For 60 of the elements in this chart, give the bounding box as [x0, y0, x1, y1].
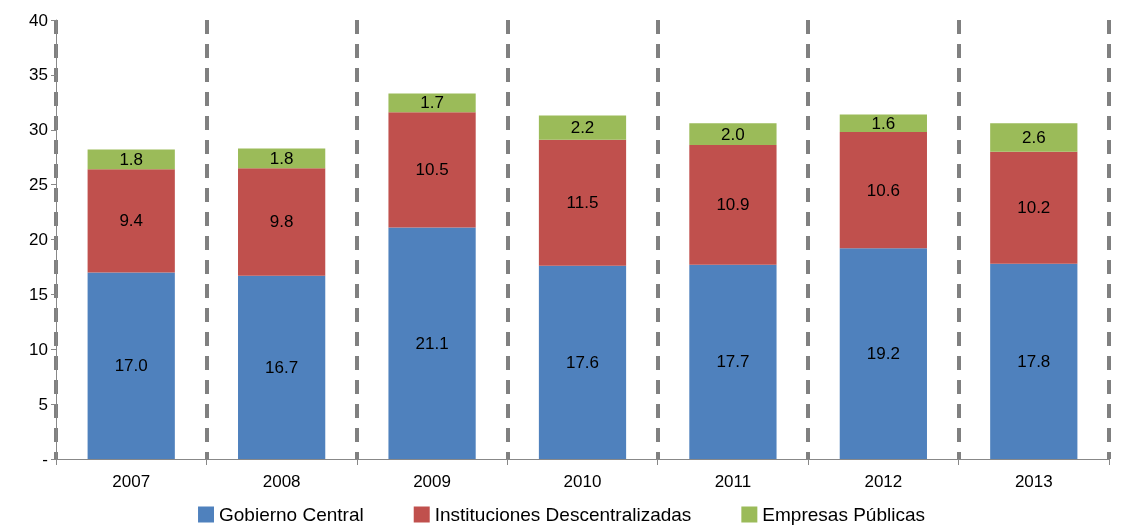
- data-label: 17.0: [114, 356, 148, 376]
- bar: [538, 265, 627, 459]
- x-tick-label: 2010: [563, 472, 602, 491]
- data-label: 2.0: [721, 124, 745, 144]
- data-label: 19.2: [866, 344, 900, 364]
- y-tick-label: -: [42, 449, 48, 469]
- bar: [689, 123, 777, 146]
- data-label: 9.4: [119, 211, 144, 231]
- data-label: 21.1: [415, 333, 449, 353]
- x-tick-label: 2009: [413, 472, 451, 491]
- y-tick-label: 5: [38, 394, 48, 414]
- bar: [238, 148, 326, 169]
- data-label: 10.9: [716, 195, 750, 215]
- bar: [87, 169, 175, 273]
- data-label: 17.6: [565, 352, 600, 372]
- data-label: 17.8: [1017, 351, 1051, 371]
- data-label: 1.6: [871, 113, 896, 133]
- data-label: 10.2: [1017, 198, 1051, 218]
- x-tick-label: 2007: [112, 472, 151, 491]
- bar: [839, 248, 927, 459]
- x-tick-label: 2011: [714, 472, 752, 491]
- bar: [990, 151, 1078, 264]
- y-tick-label: 30: [29, 120, 48, 140]
- bar: [87, 272, 175, 459]
- data-label: 10.5: [415, 160, 449, 180]
- bar: [388, 93, 476, 113]
- bar: [839, 114, 927, 132]
- y-tick-label: 15: [29, 284, 48, 304]
- x-tick-label: 2012: [864, 472, 903, 491]
- y-tick-label: 10: [29, 339, 48, 359]
- bar: [839, 131, 927, 249]
- data-label: 1.8: [119, 149, 144, 169]
- bar: [990, 263, 1078, 459]
- bar: [689, 264, 777, 459]
- bar: [388, 112, 476, 228]
- legend-label: Gobierno Central: [219, 504, 364, 525]
- bar: [238, 275, 326, 459]
- data-label: 2.6: [1021, 127, 1046, 147]
- y-tick-label: 40: [29, 10, 48, 30]
- legend-label: Empresas Públicas: [762, 504, 925, 525]
- data-label: 1.8: [269, 148, 294, 168]
- data-label: 10.6: [866, 180, 900, 200]
- y-tick-label: 20: [29, 230, 48, 249]
- data-label: 1.7: [420, 93, 444, 113]
- bar: [538, 115, 627, 140]
- bar: [538, 139, 627, 266]
- y-tick-label: 35: [29, 65, 48, 85]
- data-label: 9.8: [269, 212, 294, 232]
- y-tick-label: 25: [29, 175, 48, 195]
- legend-label: Instituciones Descentralizadas: [434, 504, 692, 525]
- x-tick-label: 2008: [262, 472, 301, 491]
- data-label: 2.2: [570, 118, 595, 138]
- bar: [689, 145, 777, 265]
- x-tick-label: 2013: [1014, 472, 1053, 491]
- data-label: 17.7: [716, 352, 750, 372]
- bar: [990, 123, 1078, 152]
- bar: [388, 227, 476, 459]
- data-label: 11.5: [566, 193, 599, 213]
- data-label: 16.7: [265, 357, 299, 377]
- bar: [238, 168, 326, 276]
